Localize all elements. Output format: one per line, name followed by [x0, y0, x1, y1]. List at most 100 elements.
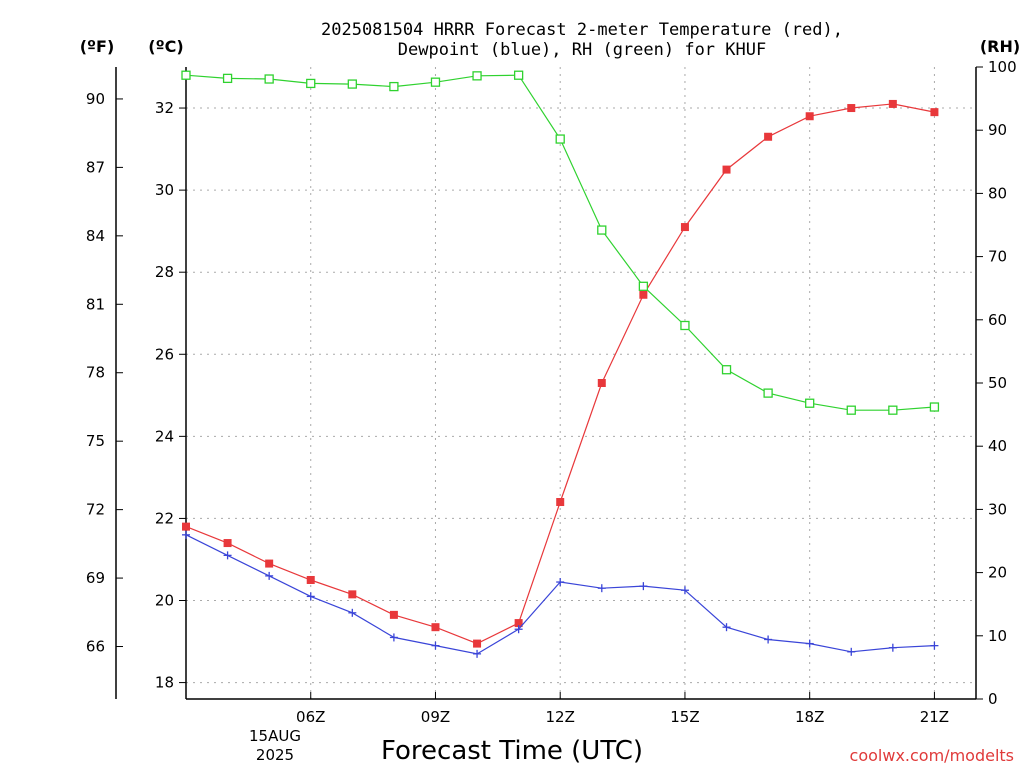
data-series: [181, 70, 940, 658]
rh-tick-label: 10: [988, 627, 1007, 645]
rh-point: [721, 365, 732, 375]
dewpoint-line: [185, 534, 935, 655]
temperature-point: [597, 379, 606, 387]
rh-tick-label: 100: [988, 58, 1017, 76]
temperature-point: [182, 522, 190, 531]
celsius-tick-label: 26: [155, 345, 174, 363]
rh-tick-label: 0: [988, 690, 998, 708]
celsius-tick-label: 32: [155, 99, 174, 117]
dewpoint-point: [431, 641, 440, 650]
dewpoint-point: [348, 608, 357, 617]
dewpoint-point: [722, 623, 731, 632]
rh-point: [805, 398, 815, 408]
rh-tick-label: 20: [988, 564, 1007, 582]
dewpoint-point: [847, 647, 856, 656]
tick-labels: 18 20 22 24 26 28 30 32 66 69 72 75 78 81 84 87 90 0 10 20 3…: [86, 58, 1017, 726]
rh-tick-label: 90: [988, 121, 1007, 139]
rh-point: [638, 281, 649, 291]
x-tick-label: 15Z: [670, 708, 699, 726]
dewpoint-point: [306, 592, 315, 601]
temperature-point: [556, 498, 565, 507]
celsius-unit-label: (ºC): [148, 37, 183, 56]
temperature-point: [431, 623, 440, 632]
dewpoint-point: [182, 530, 190, 539]
rh-point: [846, 405, 856, 415]
rh-unit-label: (RH): [980, 37, 1020, 56]
rh-point: [306, 78, 316, 89]
x-tick-label: 18Z: [795, 708, 824, 726]
credit-link[interactable]: coolwx.com/modelts: [850, 746, 1014, 765]
fahrenheit-tick-label: 72: [86, 501, 105, 519]
temperature-point: [223, 539, 232, 548]
temperature-point: [680, 223, 689, 232]
fahrenheit-tick-label: 75: [86, 432, 105, 450]
temperature-point: [805, 112, 814, 121]
temperature-line: [185, 103, 935, 645]
temperature-point: [722, 165, 731, 174]
fahrenheit-tick-label: 90: [86, 90, 105, 108]
rh-point: [389, 81, 399, 92]
dewpoint-point: [265, 571, 274, 580]
axes: [115, 66, 983, 700]
x-tick-label: 12Z: [546, 708, 575, 726]
rh-point: [763, 388, 773, 398]
fahrenheit-tick-label: 84: [86, 227, 105, 245]
fahrenheit-tick-label: 81: [86, 295, 105, 313]
rh-point: [555, 134, 565, 144]
temperature-point: [389, 610, 398, 619]
x-tick-label: 21Z: [920, 708, 949, 726]
temperature-point: [306, 575, 315, 584]
temperature-point: [473, 639, 482, 648]
rh-point: [222, 73, 233, 84]
fahrenheit-tick-label: 69: [86, 569, 105, 587]
rh-point: [181, 70, 191, 80]
rh-point: [929, 402, 940, 412]
dewpoint-point: [680, 586, 689, 595]
dewpoint-point: [389, 633, 398, 642]
celsius-tick-label: 20: [155, 592, 174, 610]
celsius-tick-label: 30: [155, 181, 174, 199]
rh-point: [597, 225, 607, 235]
rh-tick-label: 40: [988, 437, 1007, 455]
temperature-point: [348, 590, 357, 599]
dewpoint-point: [597, 584, 606, 593]
rh-point: [430, 77, 441, 87]
dewpoint-point: [805, 639, 814, 648]
dewpoint-point: [888, 643, 897, 652]
celsius-tick-label: 22: [155, 509, 174, 527]
date-year-label: 2025: [256, 746, 294, 764]
rh-tick-label: 60: [988, 311, 1007, 329]
rh-point: [472, 71, 482, 81]
temperature-point: [930, 108, 939, 117]
x-axis-label: Forecast Time (UTC): [381, 736, 643, 766]
fahrenheit-unit-label: (ºF): [80, 37, 115, 56]
dewpoint-point: [764, 635, 773, 644]
dewpoint-point: [930, 641, 939, 650]
x-tick-label: 09Z: [421, 708, 450, 726]
rh-point: [347, 79, 357, 89]
temperature-point: [265, 559, 274, 568]
rh-point: [680, 320, 690, 331]
fahrenheit-tick-label: 78: [86, 364, 105, 382]
date-day-label: 15AUG: [249, 727, 301, 745]
temperature-point: [888, 99, 897, 108]
grid-lines: [186, 67, 976, 699]
temperature-point: [764, 132, 773, 141]
x-tick-label: 06Z: [296, 708, 325, 726]
rh-tick-label: 70: [988, 248, 1007, 266]
dewpoint-point: [473, 649, 482, 658]
rh-point: [513, 70, 524, 80]
dewpoint-point: [639, 582, 648, 591]
temperature-point: [847, 104, 856, 113]
chart-title-line1: 2025081504 HRRR Forecast 2-meter Tempera…: [321, 20, 843, 40]
temperature-point: [514, 619, 523, 628]
celsius-tick-label: 18: [155, 674, 174, 692]
chart-title-line2: Dewpoint (blue), RH (green) for KHUF: [398, 40, 766, 60]
rh-tick-label: 80: [988, 184, 1007, 202]
temperature-point: [639, 290, 648, 299]
rh-point: [264, 74, 274, 84]
dewpoint-point: [223, 551, 232, 560]
dewpoint-point: [556, 578, 565, 587]
dewpoint-point: [514, 625, 523, 634]
